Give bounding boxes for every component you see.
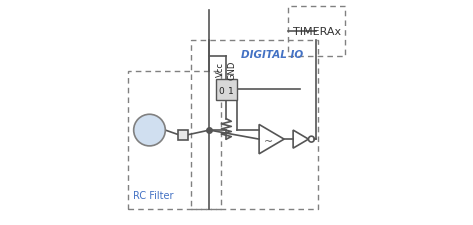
Text: GND: GND xyxy=(228,60,236,79)
Text: ~: ~ xyxy=(263,137,273,147)
Circle shape xyxy=(134,115,165,146)
Text: 1: 1 xyxy=(228,87,234,96)
Bar xyxy=(178,130,188,140)
Text: TIMERAx: TIMERAx xyxy=(293,27,341,36)
Bar xyxy=(216,80,236,100)
Text: DIGITAL IO: DIGITAL IO xyxy=(241,50,303,59)
Text: Vcc: Vcc xyxy=(217,62,226,76)
Text: 0: 0 xyxy=(219,87,224,96)
Text: RC Filter: RC Filter xyxy=(132,190,173,200)
